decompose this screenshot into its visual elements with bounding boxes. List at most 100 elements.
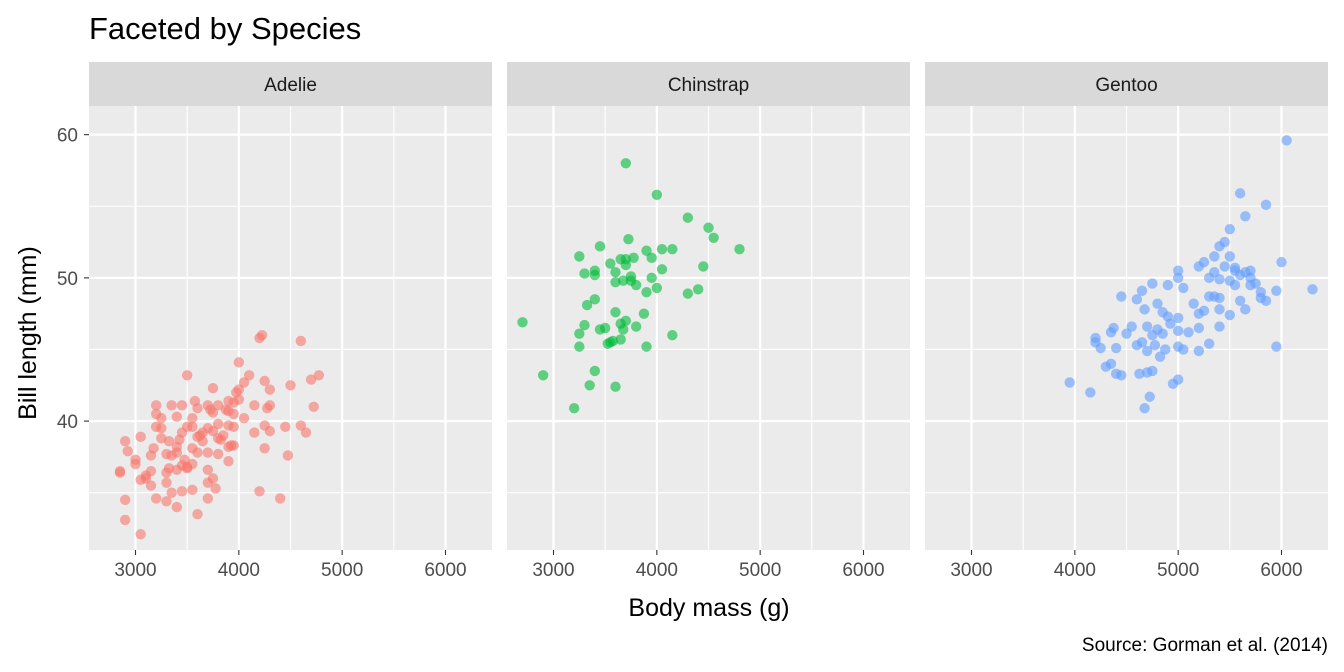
data-point	[305, 374, 317, 385]
data-point	[150, 400, 162, 411]
facet-strip-label: Gentoo	[1095, 75, 1157, 96]
data-point	[119, 494, 131, 506]
data-point	[119, 514, 131, 526]
data-point	[1152, 298, 1163, 309]
points-chinstrap	[517, 158, 745, 414]
chart-title: Faceted by Species	[89, 11, 361, 46]
data-point	[313, 370, 325, 381]
data-point	[145, 466, 157, 477]
data-point	[1172, 312, 1184, 324]
data-point	[620, 315, 632, 327]
data-point	[197, 435, 208, 447]
data-point	[207, 473, 219, 484]
data-point	[1157, 328, 1168, 339]
data-point	[243, 370, 255, 381]
data-point	[1108, 322, 1119, 334]
data-point	[135, 431, 146, 443]
data-point	[1172, 374, 1184, 385]
data-point	[618, 275, 629, 286]
data-point	[1126, 321, 1137, 332]
facet-panel-gentoo: Gentoo 3000 4000 5000 6000	[925, 62, 1328, 581]
points-gentoo	[1064, 135, 1318, 414]
data-point	[682, 212, 694, 223]
x-tick-label: 3000	[114, 560, 156, 581]
data-point	[1141, 345, 1153, 357]
data-point	[607, 335, 619, 347]
data-point	[1178, 344, 1189, 355]
data-point	[610, 381, 621, 392]
x-tick-label: 4000	[636, 560, 678, 581]
data-point	[1147, 365, 1158, 377]
data-point	[264, 425, 276, 437]
data-point	[202, 464, 214, 475]
data-point	[1260, 295, 1272, 306]
facet-strip-label: Chinstrap	[668, 75, 749, 96]
data-point	[1234, 188, 1246, 199]
data-point	[122, 445, 133, 457]
facet-strip	[507, 62, 910, 106]
data-point	[1224, 309, 1236, 321]
data-point	[1188, 298, 1199, 309]
data-point	[610, 307, 621, 318]
data-point	[145, 480, 157, 491]
data-point	[187, 413, 198, 424]
data-point	[192, 447, 203, 458]
y-tick-label: 60	[57, 126, 78, 147]
data-point	[1229, 279, 1241, 291]
data-point	[233, 384, 245, 395]
data-point	[1141, 321, 1153, 332]
data-point	[1219, 261, 1230, 272]
data-point	[295, 335, 307, 347]
data-point	[176, 400, 188, 411]
data-point	[254, 486, 265, 497]
data-point	[620, 158, 632, 169]
data-point	[223, 456, 234, 467]
y-axis: 40 50 60	[57, 126, 89, 433]
data-point	[228, 421, 239, 433]
data-point	[1224, 223, 1236, 235]
data-point	[1224, 251, 1236, 262]
data-point	[212, 418, 224, 430]
data-point	[161, 496, 172, 507]
data-point	[1193, 345, 1205, 357]
data-point	[181, 370, 193, 381]
data-point	[610, 276, 621, 288]
data-point	[1240, 211, 1251, 222]
data-point	[228, 440, 239, 451]
data-point	[163, 463, 175, 474]
data-point	[1193, 322, 1205, 334]
x-tick-label: 3000	[532, 560, 574, 581]
data-point	[1172, 325, 1184, 337]
data-point	[1134, 368, 1145, 380]
data-point	[187, 458, 198, 470]
points-adelie	[114, 329, 325, 540]
data-point	[579, 268, 590, 279]
x-tick-label: 5000	[739, 560, 781, 581]
data-point	[1209, 266, 1220, 278]
data-point	[1276, 256, 1287, 268]
data-point	[1240, 304, 1251, 315]
data-point	[192, 403, 203, 414]
data-point	[207, 382, 219, 394]
data-point	[207, 407, 219, 418]
data-point	[1271, 285, 1282, 296]
data-point	[1095, 342, 1106, 354]
data-point	[1203, 338, 1215, 349]
data-point	[300, 427, 312, 438]
data-point	[574, 341, 585, 352]
data-point	[249, 427, 260, 438]
data-point	[171, 501, 183, 513]
data-point	[1136, 285, 1148, 296]
x-tick-label: 4000	[1054, 560, 1096, 581]
data-point	[651, 282, 663, 294]
data-point	[210, 483, 221, 494]
data-point	[256, 329, 268, 341]
data-point	[233, 357, 245, 368]
data-point	[568, 403, 580, 414]
data-point	[1064, 377, 1075, 388]
data-point	[1198, 305, 1210, 317]
data-point	[656, 264, 668, 275]
data-point	[212, 400, 224, 411]
x-tick-label: 5000	[321, 560, 363, 581]
data-point	[156, 413, 167, 424]
